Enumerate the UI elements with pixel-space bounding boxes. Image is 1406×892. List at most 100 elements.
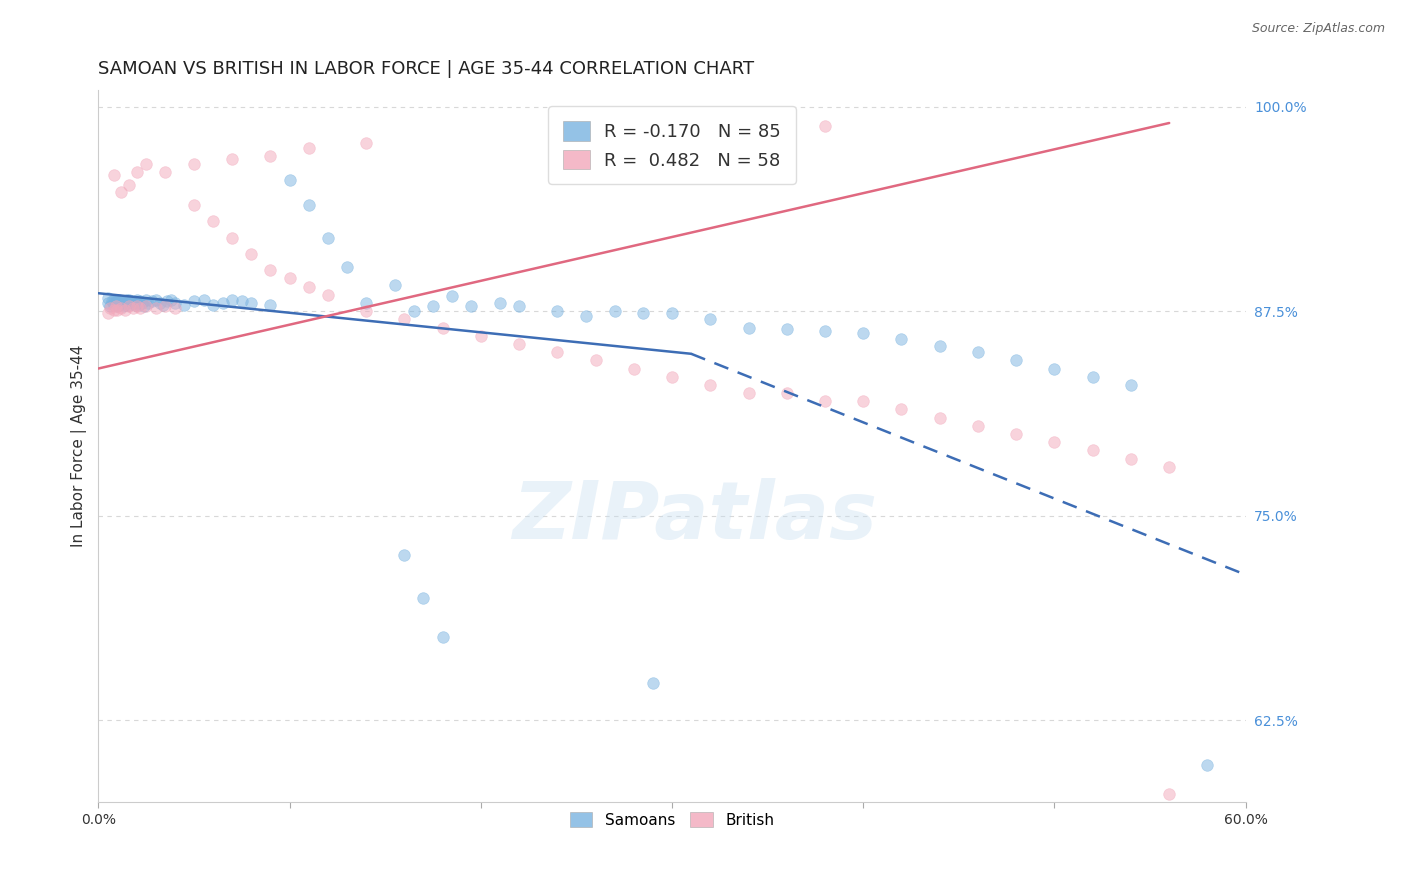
- Point: [298, 279, 321, 293]
- Point: [118, 178, 141, 193]
- Point: [259, 149, 281, 163]
- Point: [107, 294, 129, 309]
- Point: [107, 299, 129, 313]
- Point: [183, 198, 205, 212]
- Point: [112, 299, 135, 313]
- Point: [1159, 459, 1181, 474]
- Point: [103, 302, 125, 317]
- Point: [110, 296, 132, 310]
- Point: [107, 302, 129, 317]
- Point: [193, 293, 215, 307]
- Point: [221, 152, 243, 166]
- Point: [114, 298, 136, 312]
- Point: [967, 345, 990, 359]
- Point: [1081, 369, 1104, 384]
- Point: [121, 296, 143, 310]
- Point: [852, 326, 875, 340]
- Point: [118, 298, 141, 312]
- Point: [890, 332, 912, 346]
- Point: [163, 296, 186, 310]
- Point: [156, 294, 179, 309]
- Point: [776, 322, 799, 336]
- Point: [967, 418, 990, 433]
- Point: [110, 294, 132, 309]
- Point: [104, 299, 127, 313]
- Point: [211, 296, 233, 310]
- Text: SAMOAN VS BRITISH IN LABOR FORCE | AGE 35-44 CORRELATION CHART: SAMOAN VS BRITISH IN LABOR FORCE | AGE 3…: [98, 60, 755, 78]
- Point: [776, 386, 799, 401]
- Point: [814, 394, 837, 409]
- Point: [112, 296, 135, 310]
- Point: [163, 301, 186, 315]
- Point: [298, 198, 321, 212]
- Point: [661, 306, 683, 320]
- Point: [107, 296, 129, 310]
- Y-axis label: In Labor Force | Age 35-44: In Labor Force | Age 35-44: [72, 345, 87, 548]
- Point: [661, 369, 683, 384]
- Point: [316, 230, 339, 244]
- Point: [402, 304, 425, 318]
- Point: [103, 293, 125, 307]
- Point: [114, 294, 136, 309]
- Point: [278, 173, 301, 187]
- Point: [202, 214, 225, 228]
- Point: [737, 320, 759, 334]
- Point: [135, 299, 157, 313]
- Point: [814, 324, 837, 338]
- Point: [125, 293, 148, 307]
- Point: [110, 185, 132, 199]
- Point: [259, 263, 281, 277]
- Point: [575, 309, 598, 323]
- Point: [128, 298, 150, 312]
- Point: [737, 386, 759, 401]
- Point: [221, 230, 243, 244]
- Point: [641, 675, 664, 690]
- Point: [108, 293, 131, 307]
- Point: [508, 299, 530, 313]
- Point: [603, 304, 626, 318]
- Point: [336, 260, 359, 274]
- Point: [259, 298, 281, 312]
- Point: [1081, 443, 1104, 458]
- Text: ZIPatlas: ZIPatlas: [512, 478, 877, 557]
- Point: [129, 301, 152, 315]
- Point: [633, 306, 655, 320]
- Point: [135, 293, 157, 307]
- Point: [354, 136, 377, 150]
- Point: [107, 298, 129, 312]
- Point: [1005, 427, 1028, 442]
- Point: [1197, 757, 1219, 772]
- Point: [852, 394, 875, 409]
- Point: [1159, 787, 1181, 801]
- Point: [412, 591, 434, 605]
- Point: [546, 304, 568, 318]
- Point: [125, 165, 148, 179]
- Point: [394, 548, 416, 562]
- Point: [148, 296, 170, 310]
- Point: [131, 296, 153, 310]
- Point: [103, 169, 125, 183]
- Point: [240, 247, 263, 261]
- Point: [98, 301, 121, 315]
- Point: [120, 294, 142, 309]
- Point: [278, 271, 301, 285]
- Point: [508, 337, 530, 351]
- Point: [160, 293, 183, 307]
- Point: [890, 402, 912, 417]
- Point: [125, 299, 148, 313]
- Point: [460, 299, 482, 313]
- Point: [1043, 361, 1066, 376]
- Point: [104, 293, 127, 307]
- Point: [97, 306, 120, 320]
- Point: [141, 294, 163, 309]
- Point: [316, 288, 339, 302]
- Point: [110, 301, 132, 315]
- Point: [129, 294, 152, 309]
- Point: [298, 140, 321, 154]
- Point: [489, 296, 512, 310]
- Point: [221, 293, 243, 307]
- Point: [135, 157, 157, 171]
- Point: [104, 296, 127, 310]
- Point: [124, 298, 146, 312]
- Point: [354, 304, 377, 318]
